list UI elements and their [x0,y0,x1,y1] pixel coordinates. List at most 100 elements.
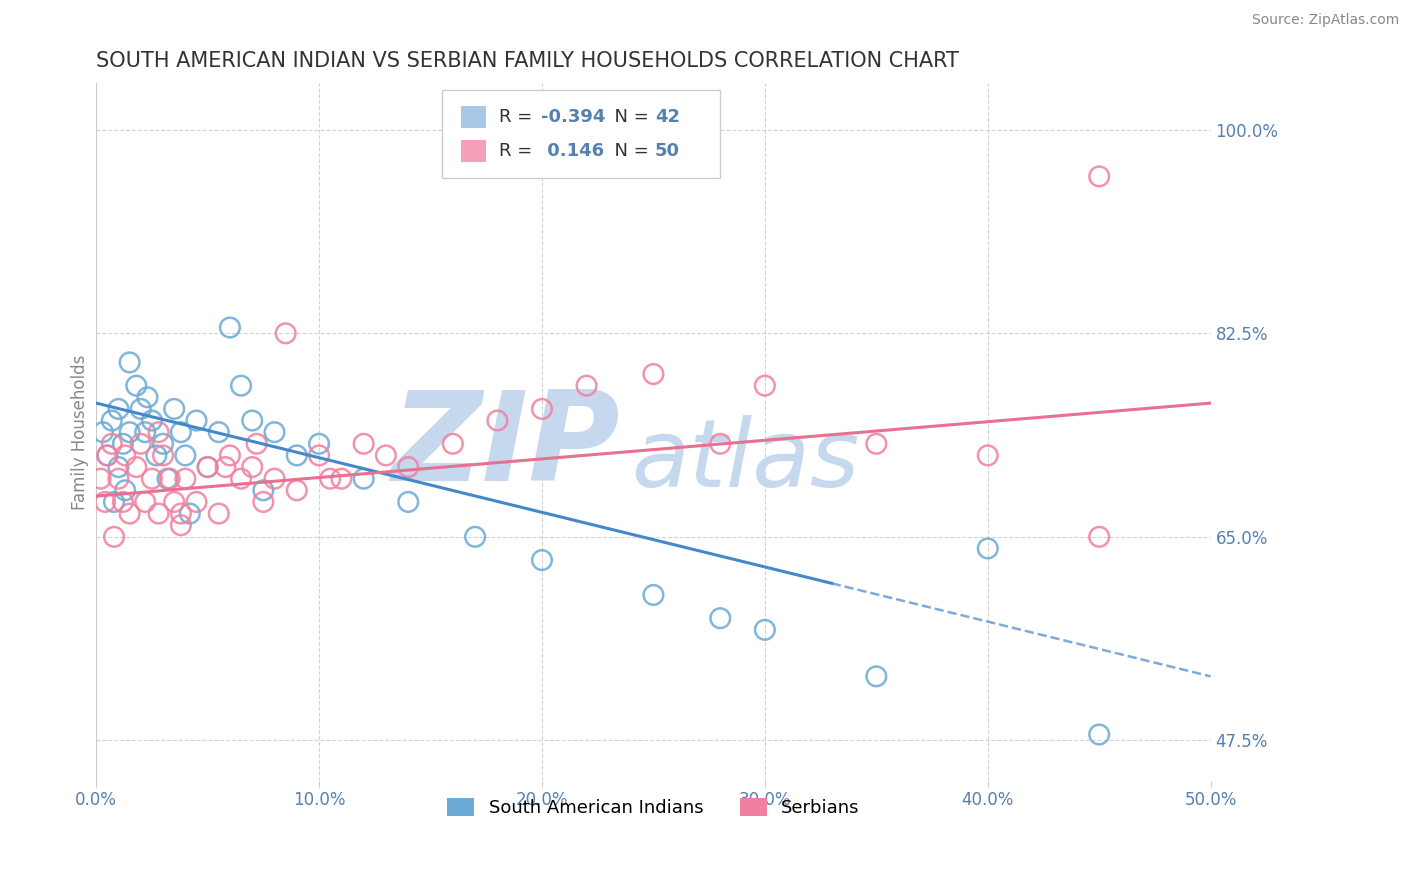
Point [214,460,236,475]
Point [246,437,269,451]
Point [101,413,124,427]
Point [103,495,125,509]
Point [308,449,330,463]
Point [103,530,125,544]
Point [136,390,159,404]
Point [530,553,553,567]
Point [977,541,1000,556]
Text: 50: 50 [655,142,681,160]
Point [118,425,141,439]
Text: R =: R = [499,108,538,126]
Point [134,495,156,509]
FancyBboxPatch shape [461,105,485,128]
Point [125,460,148,475]
Point [643,367,665,381]
Point [396,460,419,475]
Text: SOUTH AMERICAN INDIAN VS SERBIAN FAMILY HOUSEHOLDS CORRELATION CHART: SOUTH AMERICAN INDIAN VS SERBIAN FAMILY … [96,51,959,70]
Point [107,460,129,475]
Point [134,425,156,439]
Point [170,425,193,439]
Legend: South American Indians, Serbians: South American Indians, Serbians [440,790,866,824]
Point [170,518,193,533]
Text: N =: N = [603,142,654,160]
Point [197,460,219,475]
Point [285,449,308,463]
Point [263,425,285,439]
Point [274,326,297,341]
Point [240,413,263,427]
Point [575,378,598,392]
Point [1088,727,1111,741]
Point [319,472,342,486]
Text: ZIP: ZIP [391,385,620,507]
Point [170,507,193,521]
Point [148,507,170,521]
Point [152,449,174,463]
Point [129,437,152,451]
Point [114,483,136,498]
Point [179,507,201,521]
Point [865,437,887,451]
Point [375,449,398,463]
Point [141,472,163,486]
Point [107,401,129,416]
Point [163,495,186,509]
Point [709,611,731,625]
Point [174,449,197,463]
Point [208,507,231,521]
Point [197,460,219,475]
Text: Source: ZipAtlas.com: Source: ZipAtlas.com [1251,13,1399,28]
Point [709,437,731,451]
Point [1088,169,1111,184]
Point [145,449,167,463]
Point [229,378,252,392]
Point [285,483,308,498]
Point [229,472,252,486]
Point [643,588,665,602]
Point [396,495,419,509]
Point [163,401,186,416]
Point [152,437,174,451]
Text: atlas: atlas [631,415,859,506]
Point [186,413,208,427]
Point [865,669,887,683]
Point [114,449,136,463]
Point [208,425,231,439]
Point [118,507,141,521]
Point [486,413,509,427]
Point [91,425,114,439]
Text: R =: R = [499,142,538,160]
Point [977,449,1000,463]
Point [754,378,776,392]
Y-axis label: Family Households: Family Households [72,354,89,510]
Point [330,472,353,486]
Point [156,472,179,486]
Point [174,472,197,486]
Point [111,437,134,451]
Point [107,472,129,486]
Point [101,437,124,451]
Point [159,472,181,486]
Point [353,437,375,451]
Point [219,320,242,334]
Point [530,401,553,416]
Point [219,449,242,463]
Point [96,449,118,463]
Point [148,425,170,439]
Text: 0.146: 0.146 [541,142,605,160]
Point [186,495,208,509]
Point [263,472,285,486]
Point [129,401,152,416]
Point [464,530,486,544]
Point [90,472,112,486]
Text: N =: N = [603,108,654,126]
FancyBboxPatch shape [441,90,720,178]
Point [125,378,148,392]
Point [94,495,117,509]
Point [308,437,330,451]
Point [252,483,274,498]
FancyBboxPatch shape [461,140,485,162]
Point [353,472,375,486]
Point [111,495,134,509]
Text: -0.394: -0.394 [541,108,606,126]
